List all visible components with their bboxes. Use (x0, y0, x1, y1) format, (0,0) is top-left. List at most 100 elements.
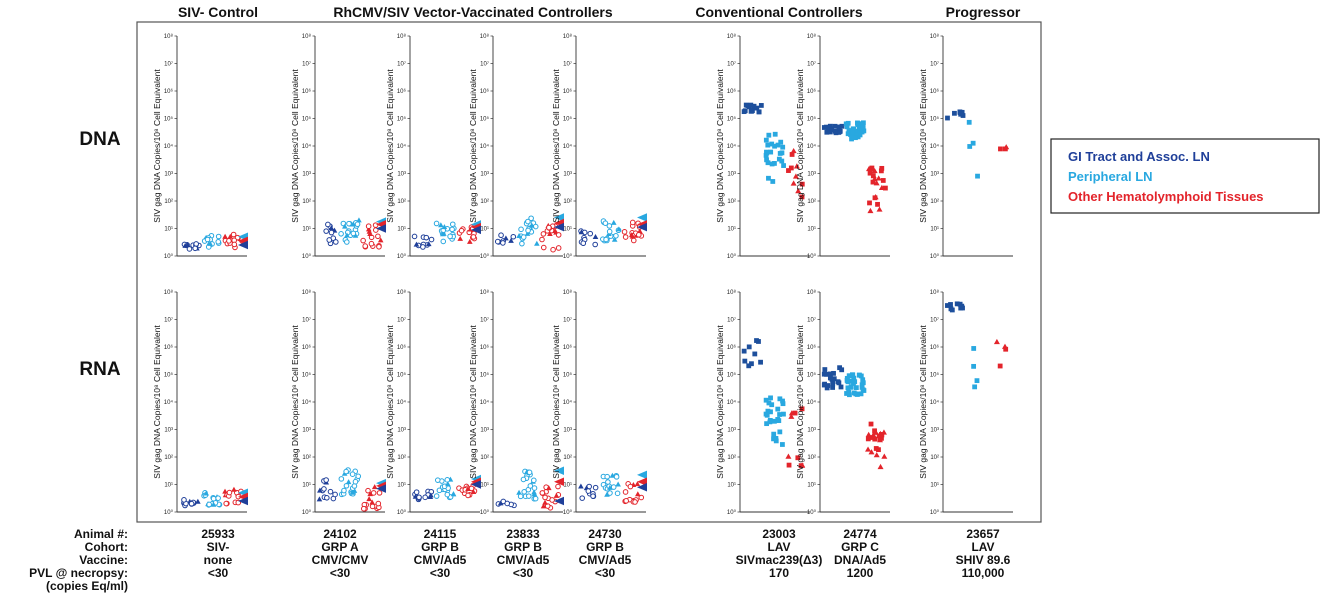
data-point-other (227, 233, 234, 239)
y-tick-label: 10³ (807, 172, 816, 178)
y-tick-label: 10⁵ (807, 116, 817, 123)
data-point-pln (849, 372, 855, 378)
y-axis-label: SIV gag DNA Copies/10⁸ Cell Equivalent (290, 69, 300, 223)
y-tick-label: 10³ (727, 172, 736, 178)
footer-vaccine-24115: CMV/Ad5 (414, 553, 467, 567)
y-axis-label: SIV gag DNA Copies/10⁸ Cell Equivalent (715, 69, 725, 223)
legend: GI Tract and Assoc. LN Peripheral LN Oth… (1050, 138, 1320, 214)
y-tick-label: 10⁴ (727, 399, 737, 406)
data-point-pln (526, 469, 533, 476)
data-point-pln (846, 128, 852, 133)
footer-animal-24102: 24102 (323, 527, 357, 541)
data-point-pln (207, 240, 214, 246)
data-point-other (540, 503, 547, 509)
y-tick-label: 10³ (807, 428, 816, 434)
data-point-other (367, 491, 373, 497)
y-tick-label: 10⁵ (397, 372, 407, 379)
footer-animal-24774: 24774 (843, 527, 877, 541)
footer-pvl-23657: 110,000 (962, 566, 1005, 580)
data-point-other (547, 230, 553, 236)
data-point-other (785, 453, 792, 459)
y-tick-label: 10⁸ (397, 289, 407, 296)
threshold-arrow (554, 496, 564, 506)
y-tick-label: 10¹ (727, 483, 736, 489)
data-point-other (867, 200, 872, 206)
data-point-pln (350, 489, 356, 495)
y-tick-label: 10⁴ (727, 143, 737, 150)
data-point-pln (844, 375, 850, 381)
data-point-pln (350, 230, 357, 237)
data-point-pln (602, 220, 609, 226)
data-point-gi (749, 361, 754, 367)
data-point-gi (746, 344, 752, 350)
y-tick-label: 10³ (930, 428, 939, 434)
data-point-pln (520, 234, 527, 240)
y-tick-label: 10⁶ (930, 344, 940, 351)
y-tick-label: 10⁷ (563, 61, 572, 68)
y-tick-label: 10⁵ (302, 372, 312, 379)
data-point-pln (526, 493, 532, 499)
data-point-other (880, 178, 886, 183)
data-point-other (231, 241, 238, 248)
y-tick-label: 10¹ (164, 483, 173, 489)
data-point-other (865, 446, 872, 452)
data-point-gi (830, 381, 836, 387)
footer-pvl-24730: <30 (595, 566, 616, 580)
y-tick-label: 10⁴ (480, 399, 490, 406)
footer-cohort-24730: GRP B (586, 540, 624, 554)
data-point-other (376, 243, 382, 250)
footer-label-cohort: Cohort: (85, 540, 128, 554)
data-point-pln (610, 219, 617, 225)
data-point-other (872, 436, 878, 442)
footer-pvl-24102: <30 (330, 566, 351, 580)
data-point-other (372, 222, 379, 228)
data-point-pln (857, 372, 862, 378)
data-point-gi (758, 103, 764, 108)
data-point-other (230, 231, 237, 238)
data-point-gi (822, 381, 827, 387)
y-tick-label: 10⁴ (302, 399, 312, 406)
data-point-other (868, 449, 875, 455)
data-point-gi (838, 384, 844, 390)
data-point-pln (775, 406, 781, 412)
data-point-other (795, 188, 802, 194)
y-tick-label: 10⁷ (930, 61, 939, 68)
data-point-pln (974, 378, 980, 384)
data-point-pln (528, 215, 534, 222)
y-tick-label: 10⁶ (397, 88, 407, 95)
y-tick-label: 10⁸ (302, 33, 312, 40)
footer-cohort-24102: GRP A (321, 540, 359, 554)
data-point-pln (764, 149, 769, 155)
y-tick-label: 10⁶ (302, 88, 312, 95)
y-tick-label: 10⁸ (302, 289, 312, 296)
panel-23003-dna: 10⁰ 10¹ 10² 10³ 10⁴ 10⁵ 10⁶ 10⁷ 10⁸ SIV gag DNA C… (715, 33, 810, 260)
data-point-pln (215, 233, 222, 240)
data-point-gi (195, 498, 201, 504)
panel-23833-rna: 10⁰ 10¹ 10² 10³ 10⁴ 10⁵ 10⁶ 10⁷ 10⁸ SIV gag DNA C… (468, 289, 564, 516)
footer-label-animal: Animal #: (74, 527, 128, 541)
y-tick-label: 10³ (164, 172, 173, 178)
data-point-pln (436, 487, 443, 494)
data-point-pln (764, 157, 769, 163)
data-point-pln (616, 226, 622, 232)
data-point-pln (610, 484, 617, 490)
data-point-other (465, 485, 471, 491)
data-point-pln (781, 411, 786, 417)
data-point-pln (614, 490, 621, 497)
data-point-pln (525, 227, 531, 234)
y-tick-label: 10³ (302, 428, 311, 434)
data-point-gi (323, 228, 329, 234)
data-point-pln (440, 238, 447, 245)
y-tick-label: 10⁵ (727, 372, 737, 379)
data-point-gi (328, 225, 335, 231)
y-tick-label: 10¹ (397, 483, 406, 489)
data-point-gi (825, 383, 831, 388)
data-point-gi (428, 492, 434, 498)
y-tick-label: 10⁰ (397, 509, 407, 516)
data-point-pln (849, 133, 855, 139)
y-tick-label: 10⁵ (164, 116, 174, 123)
data-point-pln (352, 232, 359, 238)
y-tick-label: 10³ (397, 172, 406, 178)
data-point-gi (423, 234, 430, 241)
